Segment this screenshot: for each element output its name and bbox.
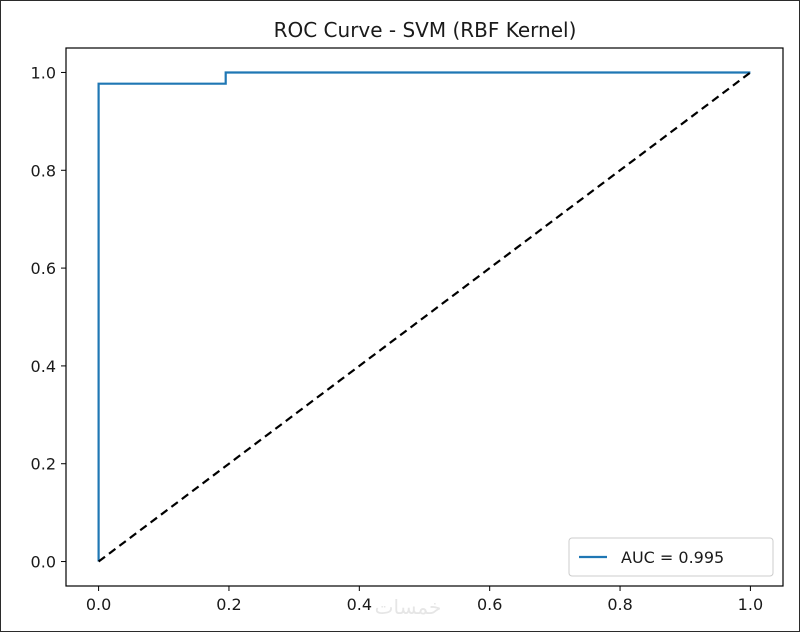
diagonal-reference-line bbox=[97, 71, 752, 563]
legend: AUC = 0.995 bbox=[568, 537, 774, 577]
axis-ticks: 0.0 0.2 0.4 0.6 0.8 1.0 0.0 0.2 0.4 0.6 0.8 1.0 bbox=[31, 63, 764, 614]
x-tick-label: 0.0 bbox=[86, 595, 111, 614]
x-tick-label: 0.2 bbox=[216, 595, 241, 614]
x-tick-label: 0.8 bbox=[607, 595, 632, 614]
legend-box bbox=[568, 537, 774, 577]
legend-label: AUC = 0.995 bbox=[621, 548, 724, 567]
chart-title: ROC Curve - SVM (RBF Kernel) bbox=[274, 18, 577, 42]
y-tick-label: 0.8 bbox=[31, 161, 56, 180]
y-tick-label: 0.0 bbox=[31, 553, 56, 572]
roc-curve-line bbox=[97, 71, 751, 562]
x-tick-label: 0.4 bbox=[347, 595, 372, 614]
y-tick-label: 1.0 bbox=[31, 63, 56, 82]
watermark: خمسات bbox=[375, 595, 442, 619]
y-tick-label: 0.6 bbox=[31, 259, 56, 278]
plot-area bbox=[65, 47, 784, 587]
x-tick-label: 0.6 bbox=[477, 595, 502, 614]
x-tick-label: 1.0 bbox=[738, 595, 763, 614]
y-tick-label: 0.2 bbox=[31, 455, 56, 474]
y-tick-label: 0.4 bbox=[31, 357, 56, 376]
